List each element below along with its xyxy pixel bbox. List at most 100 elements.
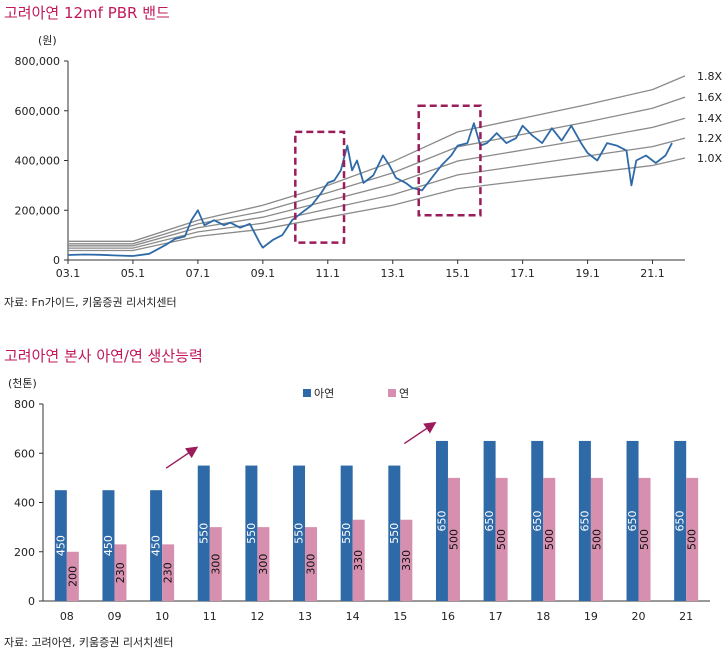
bar-zinc [102, 490, 115, 601]
bar-x-tick-label: 18 [536, 610, 550, 623]
line-y-unit: (원) [38, 34, 57, 47]
price-line [67, 122, 673, 257]
line-chart-title: 고려아연 12mf PBR 밴드 [4, 4, 170, 22]
line-y-tick-label: 400,000 [15, 155, 61, 168]
bar-x-tick-label: 21 [679, 610, 693, 623]
bar-lead [400, 519, 413, 601]
bar-zinc [340, 465, 353, 601]
bar-x-tick-label: 15 [393, 610, 407, 623]
bar-lead [162, 544, 175, 601]
bar-y-unit: (천톤) [8, 376, 37, 390]
bar-x-tick-label: 11 [203, 610, 217, 623]
bar-zinc [578, 440, 591, 601]
bar-value-label: 230 [114, 562, 127, 583]
line-chart-source: 자료: Fn가이드, 키움증권 리서치센터 [4, 296, 177, 309]
bar-y-tick-label: 800 [14, 398, 35, 411]
bar-y-tick-label: 400 [14, 497, 35, 510]
bar-value-label: 300 [209, 554, 222, 575]
bar-value-label: 330 [400, 550, 413, 571]
bar-x-tick-label: 09 [107, 610, 121, 623]
legend-label-lead: 연 [399, 387, 409, 400]
line-x-tick-label: 07.1 [186, 267, 211, 280]
bar-value-label: 650 [435, 510, 448, 531]
highlight-box [294, 130, 346, 244]
highlight-box [417, 104, 482, 217]
line-y-tick-label: 0 [53, 254, 60, 267]
band-line-1.8X [68, 75, 686, 242]
bar-lead [543, 477, 556, 601]
bar-zinc [388, 465, 401, 601]
bar-value-label: 550 [388, 523, 401, 544]
bar-value-label: 450 [150, 535, 163, 556]
band-line-1.4X [68, 117, 686, 247]
band-label: 1.6X [697, 91, 722, 104]
bar-x-tick-label: 19 [584, 610, 598, 623]
bar-value-label: 550 [245, 523, 258, 544]
bar-value-label: 500 [447, 529, 460, 550]
bar-value-label: 650 [531, 510, 544, 531]
bar-zinc [293, 465, 306, 601]
bar-zinc [197, 465, 210, 601]
line-x-tick-label: 21.1 [640, 267, 665, 280]
band-line-1.0X [68, 157, 686, 252]
bar-zinc [531, 440, 544, 601]
bar-zinc [483, 440, 496, 601]
bar-x-tick-label: 10 [155, 610, 169, 623]
bar-y-tick-label: 200 [14, 546, 35, 559]
line-x-tick-label: 13.1 [380, 267, 405, 280]
bar-chart-source: 자료: 고려아연, 키움증권 리서치센터 [4, 636, 174, 649]
bar-value-label: 500 [590, 529, 603, 550]
band-label: 1.2X [697, 132, 722, 145]
bar-zinc [626, 440, 639, 601]
line-x-tick-label: 15.1 [445, 267, 470, 280]
bar-zinc [54, 490, 67, 601]
bar-value-label: 500 [495, 529, 508, 550]
bar-value-label: 650 [626, 510, 639, 531]
bar-x-tick-label: 17 [489, 610, 503, 623]
bar-x-tick-label: 14 [346, 610, 360, 623]
growth-arrow [165, 446, 199, 469]
bar-lead [686, 477, 699, 601]
line-x-tick-label: 11.1 [316, 267, 341, 280]
line-x-tick-label: 19.1 [575, 267, 600, 280]
bar-x-tick-label: 20 [632, 610, 646, 623]
line-x-tick-label: 05.1 [121, 267, 146, 280]
line-x-tick-label: 03.1 [56, 267, 81, 280]
line-y-tick-label: 600,000 [15, 105, 61, 118]
bar-value-label: 500 [638, 529, 651, 550]
bar-x-tick-label: 08 [60, 610, 74, 623]
bar-zinc [674, 440, 687, 601]
bar-lead [114, 544, 127, 601]
bar-value-label: 450 [54, 535, 67, 556]
legend-swatch-zinc [303, 389, 311, 397]
bar-lead [447, 477, 460, 601]
bar-value-label: 550 [293, 523, 306, 544]
legend-swatch-lead [388, 389, 396, 397]
bar-lead [638, 477, 651, 601]
bar-value-label: 200 [66, 566, 79, 587]
bar-x-tick-label: 13 [298, 610, 312, 623]
band-label: 1.8X [697, 70, 722, 83]
bar-value-label: 300 [257, 554, 270, 575]
line-x-tick-label: 09.1 [251, 267, 276, 280]
bar-y-tick-label: 0 [28, 595, 35, 608]
bar-zinc [150, 490, 163, 601]
band-label: 1.4X [697, 112, 722, 125]
bar-value-label: 650 [578, 510, 591, 531]
band-line-1.2X [68, 137, 686, 249]
bar-value-label: 450 [102, 535, 115, 556]
bar-lead [305, 527, 318, 601]
bar-lead [352, 519, 365, 601]
bar-lead [66, 551, 79, 601]
bar-zinc [245, 465, 258, 601]
bar-zinc [435, 440, 448, 601]
bar-lead [209, 527, 222, 601]
line-y-tick-label: 800,000 [15, 55, 61, 68]
bar-value-label: 550 [197, 523, 210, 544]
bar-value-label: 550 [340, 523, 353, 544]
bar-chart-title: 고려아연 본사 아연/연 생산능력 [4, 347, 203, 365]
bar-y-tick-label: 600 [14, 447, 35, 460]
bar-value-label: 650 [483, 510, 496, 531]
bar-lead [257, 527, 270, 601]
